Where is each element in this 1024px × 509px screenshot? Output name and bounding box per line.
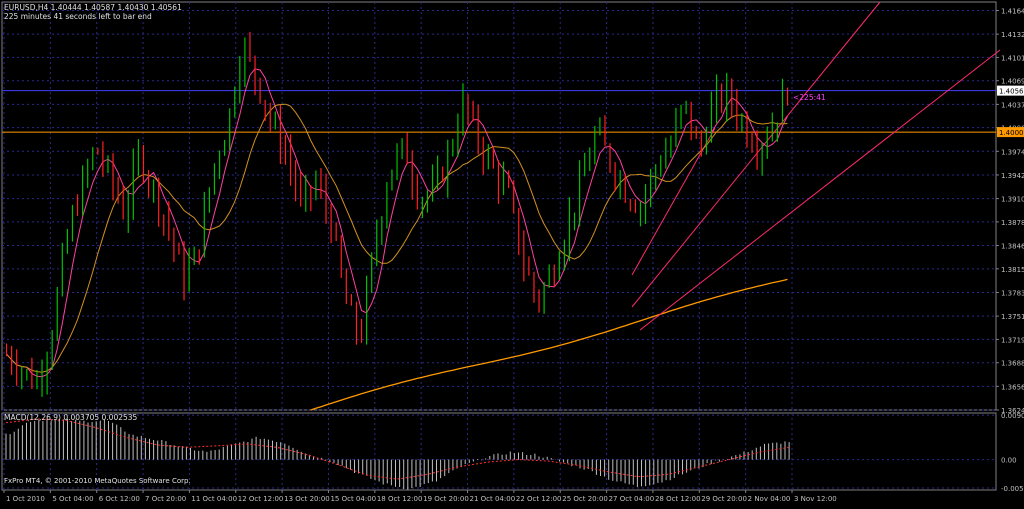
macd-signal-line [5,418,790,480]
x-tick-label: 12 Oct 12:00 [238,495,284,503]
macd-indicator [5,418,790,490]
y-tick-label: 1.40695 [1001,78,1024,86]
y-tick-label: 1.41010 [1001,54,1024,62]
y-tick-label: 1.39740 [1001,148,1024,156]
x-tick-label: 15 Oct 04:00 [330,495,376,503]
main-frame [1,1,997,411]
horizontal-levels[interactable] [2,90,996,133]
long-moving-average [310,278,788,411]
x-tick-label: 22 Oct 12:00 [516,495,562,503]
x-tick-label: 1 Oct 2010 [6,495,45,503]
y-tick-label: 1.37830 [1001,289,1024,297]
bar-timer: 225 minutes 41 seconds left to bar end [4,12,152,21]
y-tick-label: 1.38465 [1001,243,1024,251]
copyright-text: FxPro MT4, © 2001-2010 MetaQuotes Softwa… [4,477,191,485]
x-tick-label: 7 Oct 20:00 [145,495,186,503]
y-tick-label: 1.36560 [1001,383,1024,391]
x-tick-label: 19 Oct 20:00 [423,495,469,503]
macd-title: MACD(12,26,9) 0.003705 0.002535 [4,413,138,422]
ma-slow-line [6,103,788,373]
x-tick-label: 28 Oct 12:00 [655,495,701,503]
macd-tick-label: 0.00907 [1001,412,1024,420]
x-tick-label: 29 Oct 20:00 [701,495,747,503]
x-tick-label: 11 Oct 04:00 [191,495,237,503]
x-tick-label: 25 Oct 20:00 [562,495,608,503]
candles [5,31,789,397]
x-tick-label: 13 Oct 20:00 [284,495,330,503]
y-tick-label: 1.38785 [1001,219,1024,227]
y-tick-label: 1.36240 [1001,407,1024,415]
price-label: 1.40561 [999,88,1024,96]
y-tick-label: 1.41325 [1001,31,1024,39]
macd-tick-label: 0.00 [1001,457,1017,465]
y-tick-label: 1.38150 [1001,266,1024,274]
channel-line[interactable] [639,49,1001,331]
macd-grid [1,412,997,491]
macd-tick-label: -0.00579 [1001,485,1024,493]
x-tick-label: 6 Oct 12:00 [99,495,140,503]
x-tick-label: 2 Nov 04:00 [748,495,791,503]
countdown-label: <225:41 [793,93,826,102]
y-tick-label: 1.37195 [1001,336,1024,344]
macd-frame [1,412,997,491]
ma-long-line [310,278,788,411]
y-tick-label: 1.37510 [1001,313,1024,321]
x-tick-label: 27 Oct 04:00 [609,495,655,503]
macd-axis[interactable]: 0.00907 0.00 -0.00579 [1001,412,1024,493]
symbol-info: EURUSD,H4 1.40444 1.40587 1.40430 1.4056… [4,3,182,12]
y-tick-label: 1.39420 [1001,172,1024,180]
y-tick-label: 1.39100 [1001,196,1024,204]
x-tick-label: 18 Oct 12:00 [377,495,423,503]
time-axis[interactable]: 1 Oct 2010 5 Oct 04:00 6 Oct 12:00 7 Oct 20… [3,490,837,503]
x-tick-label: 21 Oct 04:00 [470,495,516,503]
x-tick-label: 3 Nov 12:00 [794,495,837,503]
y-tick-label: 1.40375 [1001,101,1024,109]
y-tick-label: 1.36880 [1001,360,1024,368]
y-tick-label: 1.41645 [1001,8,1024,16]
x-tick-label: 5 Oct 04:00 [52,495,93,503]
main-grid [1,1,997,411]
channel-line[interactable] [631,1,881,308]
price-label-box [997,127,1024,138]
price-label-box [997,85,1024,96]
ma-fast-line [6,68,788,378]
moving-averages [6,68,788,378]
price-axis[interactable]: 1.41645 1.41325 1.41010 1.40695 1.40375 1.400… [996,8,1024,416]
